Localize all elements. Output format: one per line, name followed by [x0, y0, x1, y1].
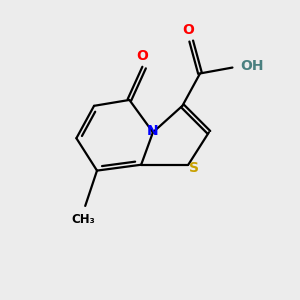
Text: CH₃: CH₃ — [72, 213, 96, 226]
Text: N: N — [146, 124, 158, 138]
Text: O: O — [182, 22, 194, 37]
Text: S: S — [189, 161, 199, 175]
Text: O: O — [137, 49, 148, 63]
Text: OH: OH — [240, 59, 263, 73]
